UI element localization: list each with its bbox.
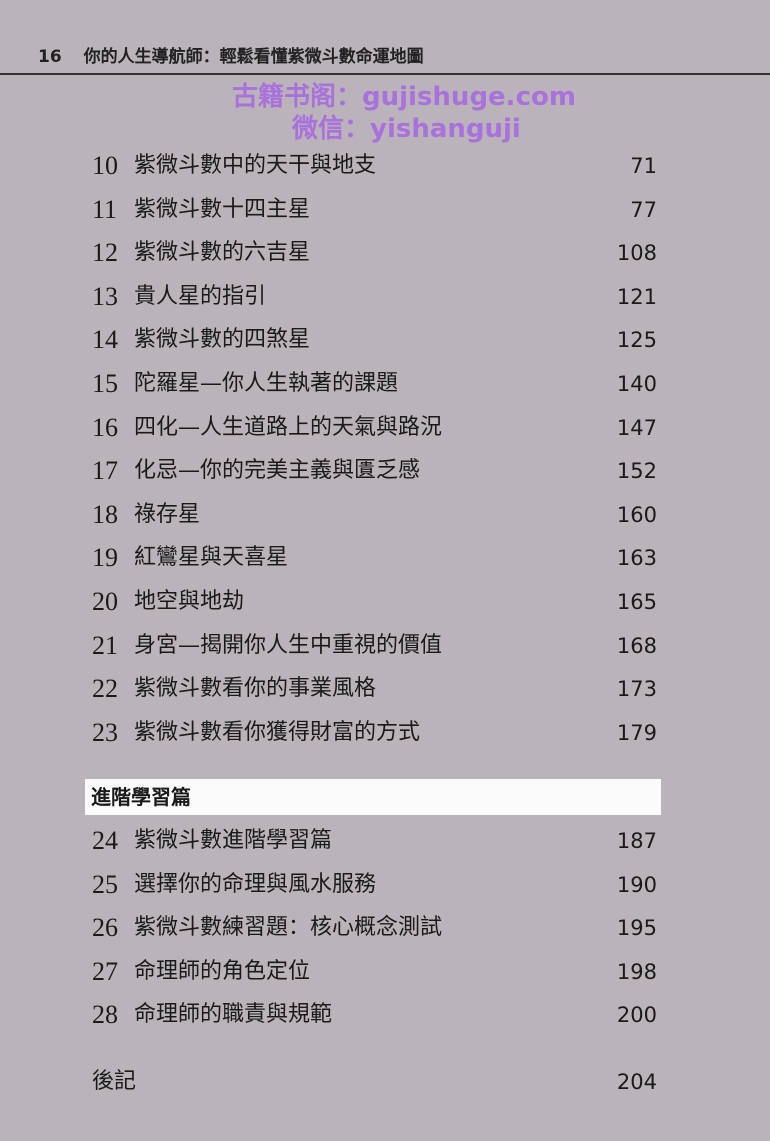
toc-entry[interactable]: 23 紫微斗數看你獲得財富的方式 179 (92, 716, 657, 750)
toc-entry[interactable]: 17 化忌—你的完美主義與匱乏感 152 (92, 454, 657, 488)
entry-number: 27 (92, 956, 118, 986)
entry-page: 140 (616, 372, 657, 396)
entry-title: 四化—人生道路上的天氣與路況 (134, 414, 443, 440)
watermark-line1: 古籍书阁：gujishuge.com (232, 82, 576, 112)
entry-title: 貴人星的指引 (134, 283, 267, 309)
entry-title: 陀羅星—你人生執著的課題 (134, 371, 399, 396)
entry-title: 紅鸞星與天喜星 (134, 545, 289, 571)
entry-title: 紫微斗數練習題：核心概念測試 (134, 915, 443, 941)
watermark-line2: 微信：yishanguji (292, 114, 521, 144)
entry-number: 24 (92, 826, 118, 855)
entry-title: 選擇你的命理與風水服務 (134, 871, 377, 897)
entry-title: 後記 (92, 1069, 137, 1094)
entry-number: 26 (92, 913, 118, 943)
entry-title: 命理師的職責與規範 (134, 1002, 333, 1028)
toc-entry[interactable]: 13 貴人星的指引 121 (92, 280, 657, 314)
entry-number: 12 (92, 238, 118, 268)
running-header: 16 你的人生導航師：輕鬆看懂紫微斗數命運地圖 (38, 42, 424, 67)
entry-title: 化忌—你的完美主義與匱乏感 (134, 458, 421, 484)
toc-entry[interactable]: 11 紫微斗數十四主星 77 (92, 193, 657, 227)
header-rule (0, 73, 770, 75)
entry-page: 160 (616, 502, 657, 527)
toc-entry[interactable]: 21 身宮—揭開你人生中重視的價值 168 (92, 629, 657, 663)
entry-page: 190 (616, 872, 657, 897)
entry-number: 25 (92, 869, 118, 899)
entry-number: 23 (92, 717, 118, 747)
entry-page: 165 (616, 590, 657, 614)
entry-title: 紫微斗數中的天干與地支 (134, 153, 377, 178)
entry-page: 121 (616, 284, 657, 309)
toc-entry[interactable]: 14 紫微斗數的四煞星 125 (92, 323, 657, 357)
toc-entry[interactable]: 28 命理師的職責與規範 200 (92, 998, 657, 1032)
entry-page: 152 (616, 459, 657, 484)
entry-title: 祿存星 (134, 501, 201, 527)
entry-number: 19 (92, 543, 118, 573)
toc-entry-afterword[interactable]: 後記 204 (92, 1065, 657, 1099)
entry-page: 168 (616, 633, 657, 658)
toc-entry[interactable]: 15 陀羅星—你人生執著的課題 140 (92, 367, 657, 401)
toc-entry[interactable]: 26 紫微斗數練習題：核心概念測試 195 (92, 911, 657, 945)
toc-entry[interactable]: 18 祿存星 160 (92, 498, 657, 532)
entry-number: 10 (92, 151, 118, 180)
toc-entry[interactable]: 22 紫微斗數看你的事業風格 173 (92, 672, 657, 706)
entry-number: 16 (92, 412, 118, 442)
section-heading: 進階學習篇 (85, 779, 661, 815)
entry-page: 163 (616, 546, 657, 571)
entry-title: 紫微斗數進階學習篇 (134, 828, 333, 853)
toc-entry[interactable]: 20 地空與地劫 165 (92, 585, 657, 619)
toc-entry[interactable]: 10 紫微斗數中的天干與地支 71 (92, 149, 657, 183)
entry-page: 108 (616, 241, 657, 266)
entry-number: 20 (92, 587, 118, 616)
entry-page: 125 (616, 328, 657, 353)
toc-entry[interactable]: 24 紫微斗數進階學習篇 187 (92, 824, 657, 858)
book-title: 你的人生導航師：輕鬆看懂紫微斗數命運地圖 (83, 47, 424, 67)
entry-number: 17 (92, 456, 118, 486)
entry-page: 187 (616, 829, 657, 853)
entry-page: 71 (630, 154, 657, 178)
entry-title: 命理師的角色定位 (134, 958, 311, 984)
toc-entry[interactable]: 12 紫微斗數的六吉星 108 (92, 236, 657, 270)
entry-page: 179 (616, 720, 657, 745)
entry-number: 13 (92, 281, 118, 311)
toc-entry[interactable]: 25 選擇你的命理與風水服務 190 (92, 868, 657, 902)
toc-entry[interactable]: 19 紅鸞星與天喜星 163 (92, 541, 657, 575)
entry-title: 紫微斗數的四煞星 (134, 327, 311, 353)
entry-page: 198 (616, 959, 657, 984)
entry-page: 77 (630, 197, 657, 222)
entry-page: 173 (616, 677, 657, 702)
toc-entry[interactable]: 27 命理師的角色定位 198 (92, 955, 657, 989)
entry-number: 11 (92, 194, 118, 224)
entry-page: 195 (616, 916, 657, 941)
page-number: 16 (38, 47, 62, 67)
entry-number: 15 (92, 369, 118, 398)
entry-page: 204 (616, 1070, 657, 1094)
entry-page: 147 (616, 415, 657, 440)
entry-title: 紫微斗數看你的事業風格 (134, 676, 377, 702)
entry-number: 28 (92, 1000, 118, 1030)
entry-title: 紫微斗數十四主星 (134, 196, 311, 222)
entry-title: 紫微斗數看你獲得財富的方式 (134, 719, 421, 745)
entry-number: 21 (92, 630, 118, 660)
entry-title: 地空與地劫 (134, 589, 245, 614)
toc-entry[interactable]: 16 四化—人生道路上的天氣與路況 147 (92, 411, 657, 445)
entry-page: 200 (616, 1003, 657, 1028)
entry-number: 18 (92, 499, 118, 529)
entry-number: 14 (92, 325, 118, 355)
entry-number: 22 (92, 674, 118, 704)
entry-title: 身宮—揭開你人生中重視的價值 (134, 632, 443, 658)
entry-title: 紫微斗數的六吉星 (134, 240, 311, 266)
